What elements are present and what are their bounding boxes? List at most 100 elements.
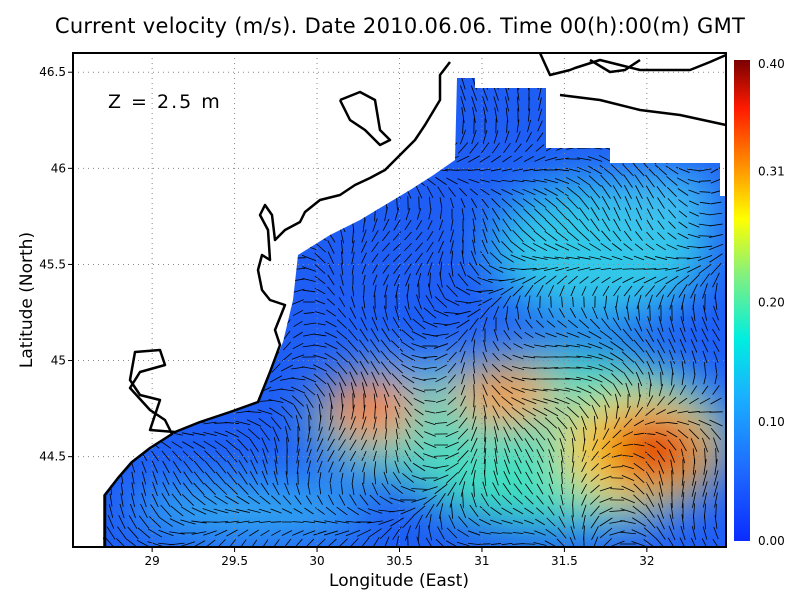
current-vector <box>196 219 202 231</box>
current-vector <box>536 78 544 79</box>
current-vector <box>362 217 366 233</box>
current-vector <box>457 329 469 341</box>
current-vector <box>84 123 94 128</box>
current-vector <box>239 384 247 396</box>
current-vector <box>708 78 724 86</box>
current-vector <box>383 394 389 408</box>
current-vector <box>202 298 218 306</box>
current-vector <box>556 538 568 547</box>
current-vector <box>314 299 326 305</box>
current-vector <box>240 218 246 232</box>
current-vector <box>676 275 690 285</box>
current-vector <box>352 65 353 78</box>
current-vector <box>247 133 261 141</box>
colorbar-tick-label: 0.10 <box>758 415 785 429</box>
current-vector <box>697 245 713 249</box>
current-vector <box>468 517 480 527</box>
current-vector <box>292 309 304 317</box>
current-vector <box>217 240 225 254</box>
current-vector <box>708 101 724 107</box>
current-vector <box>577 59 591 62</box>
current-vector <box>439 514 443 530</box>
current-vector <box>506 119 508 133</box>
current-vector <box>570 526 576 540</box>
current-vector <box>247 508 261 514</box>
current-vector <box>261 239 269 255</box>
current-vector <box>247 520 261 524</box>
current-vector <box>598 353 614 361</box>
current-vector <box>664 155 680 163</box>
current-vector <box>691 481 697 497</box>
current-vector <box>655 164 667 176</box>
current-vector <box>502 416 512 430</box>
current-vector <box>462 53 463 67</box>
current-vector <box>414 408 424 416</box>
current-vector <box>622 454 634 458</box>
current-vector <box>609 530 625 536</box>
current-vector <box>196 55 203 66</box>
field-blob <box>605 415 705 485</box>
current-vector <box>314 275 326 285</box>
current-vector <box>646 395 654 407</box>
current-vector <box>589 113 601 117</box>
current-vector <box>538 97 542 111</box>
current-vector <box>681 470 685 486</box>
current-vector <box>546 54 557 65</box>
current-vector <box>625 382 631 398</box>
current-vector <box>248 385 260 395</box>
current-vector <box>219 384 223 396</box>
current-vector <box>428 85 432 101</box>
current-vector <box>359 339 369 353</box>
current-vector <box>664 133 680 141</box>
current-vector <box>601 230 611 242</box>
current-vector <box>502 208 512 220</box>
current-vector <box>710 262 722 276</box>
current-vector <box>411 343 427 349</box>
current-vector <box>535 438 545 452</box>
current-vector <box>593 427 597 441</box>
current-vector <box>224 102 240 106</box>
current-vector <box>588 256 602 260</box>
current-vector <box>238 65 248 77</box>
current-vector <box>401 329 415 341</box>
current-vector <box>537 78 543 90</box>
current-vector <box>106 440 116 450</box>
current-vector <box>571 461 575 473</box>
current-vector <box>513 331 523 339</box>
current-vector <box>701 64 708 77</box>
current-vector <box>196 396 202 406</box>
current-vector <box>691 316 697 332</box>
current-vector <box>247 145 261 151</box>
current-vector <box>389 497 405 503</box>
current-vector <box>588 175 602 187</box>
current-vector <box>713 526 719 540</box>
current-vector <box>702 526 708 540</box>
current-vector <box>698 78 712 88</box>
current-vector <box>250 306 258 320</box>
current-vector <box>99 64 101 77</box>
current-vector <box>294 64 302 77</box>
current-vector <box>385 450 387 462</box>
current-vector <box>523 208 535 220</box>
current-vector <box>171 421 183 425</box>
current-vector <box>361 306 367 320</box>
current-vector <box>104 408 118 416</box>
current-vector <box>568 275 578 285</box>
current-vector <box>319 52 321 67</box>
current-vector <box>581 415 587 431</box>
current-vector <box>128 253 138 263</box>
current-vector <box>423 142 437 154</box>
current-vector <box>330 404 332 420</box>
current-vector <box>611 466 623 468</box>
current-vector <box>363 65 365 77</box>
current-vector <box>467 530 481 536</box>
current-vector <box>522 179 536 183</box>
current-vector <box>589 230 601 242</box>
current-vector <box>260 177 270 185</box>
current-vector <box>237 318 249 330</box>
current-vector <box>589 243 601 251</box>
current-vector <box>579 207 589 221</box>
current-vector <box>269 375 283 383</box>
current-vector <box>73 144 82 152</box>
current-vector <box>644 285 656 297</box>
